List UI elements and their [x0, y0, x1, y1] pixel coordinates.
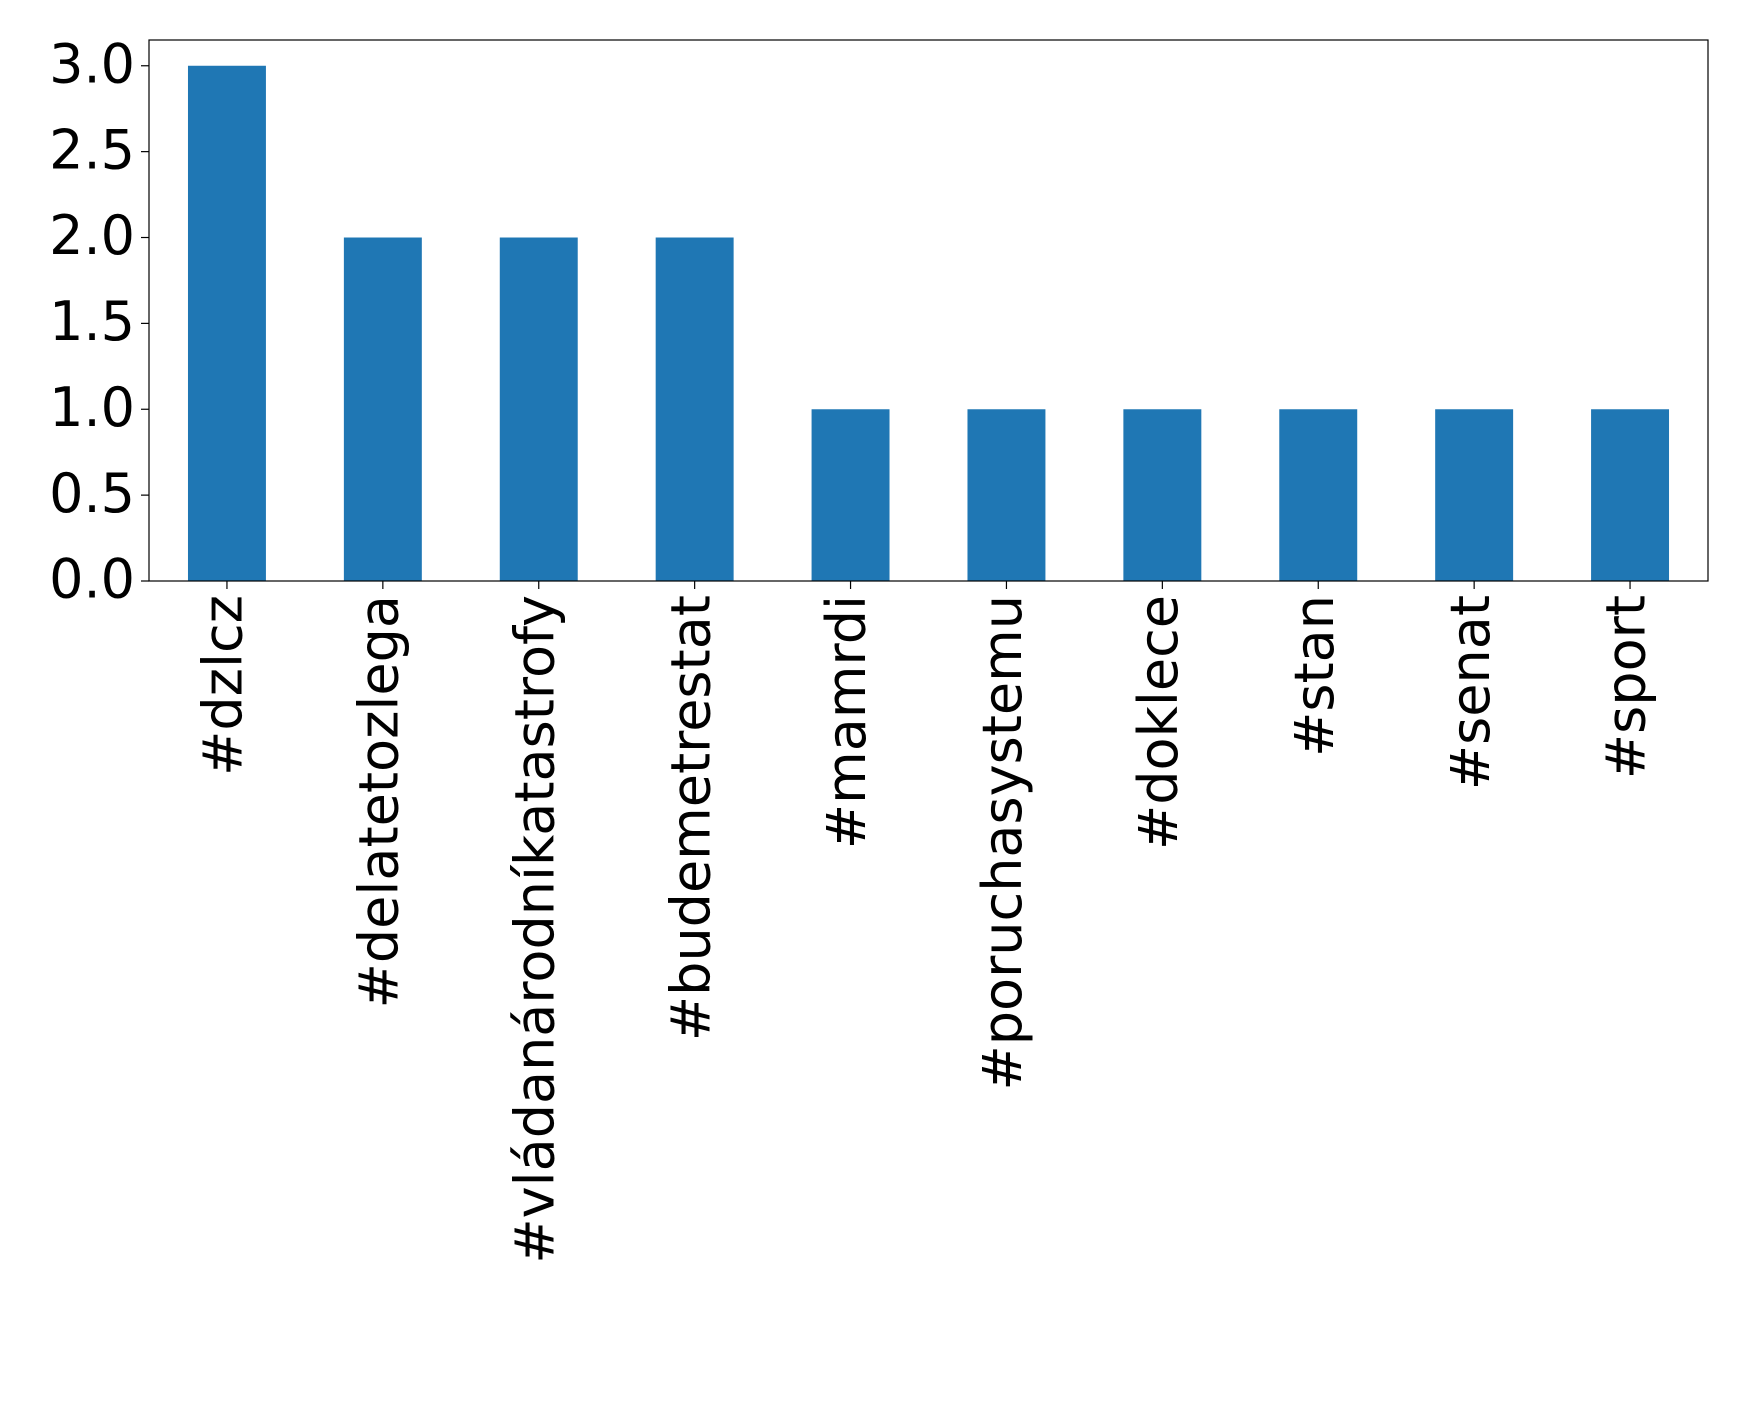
- bar: [1123, 409, 1202, 581]
- x-tick-label: #stan: [1283, 595, 1346, 757]
- x-tick-label: #delatetozlega: [347, 595, 410, 1008]
- y-tick-label: 2.5: [49, 118, 135, 181]
- bar: [655, 237, 734, 581]
- y-tick-label: 0.5: [49, 462, 135, 525]
- bar: [1279, 409, 1358, 581]
- x-tick-label: #mamrdi: [815, 595, 878, 849]
- x-tick-label: #dzlcz: [192, 595, 255, 776]
- bar: [1591, 409, 1670, 581]
- x-tick-label: #vládanárodníkatastrofy: [503, 595, 566, 1264]
- x-tick-label: #sport: [1595, 595, 1658, 779]
- x-tick-label: #doklece: [1127, 595, 1190, 850]
- bar: [967, 409, 1046, 581]
- x-tick-label: #senat: [1439, 595, 1502, 790]
- y-tick-label: 2.0: [49, 204, 135, 267]
- bar: [187, 65, 266, 581]
- bar: [1435, 409, 1514, 581]
- y-tick-label: 1.0: [49, 376, 135, 439]
- bar: [499, 237, 578, 581]
- bar: [811, 409, 890, 581]
- y-tick-label: 1.5: [49, 290, 135, 353]
- x-tick-label: #poruchasystemu: [971, 595, 1034, 1090]
- y-tick-label: 0.0: [49, 548, 135, 611]
- y-tick-label: 3.0: [49, 32, 135, 95]
- x-tick-label: #budemetrestat: [659, 595, 722, 1041]
- plot-frame: [148, 39, 1709, 582]
- bar: [343, 237, 422, 581]
